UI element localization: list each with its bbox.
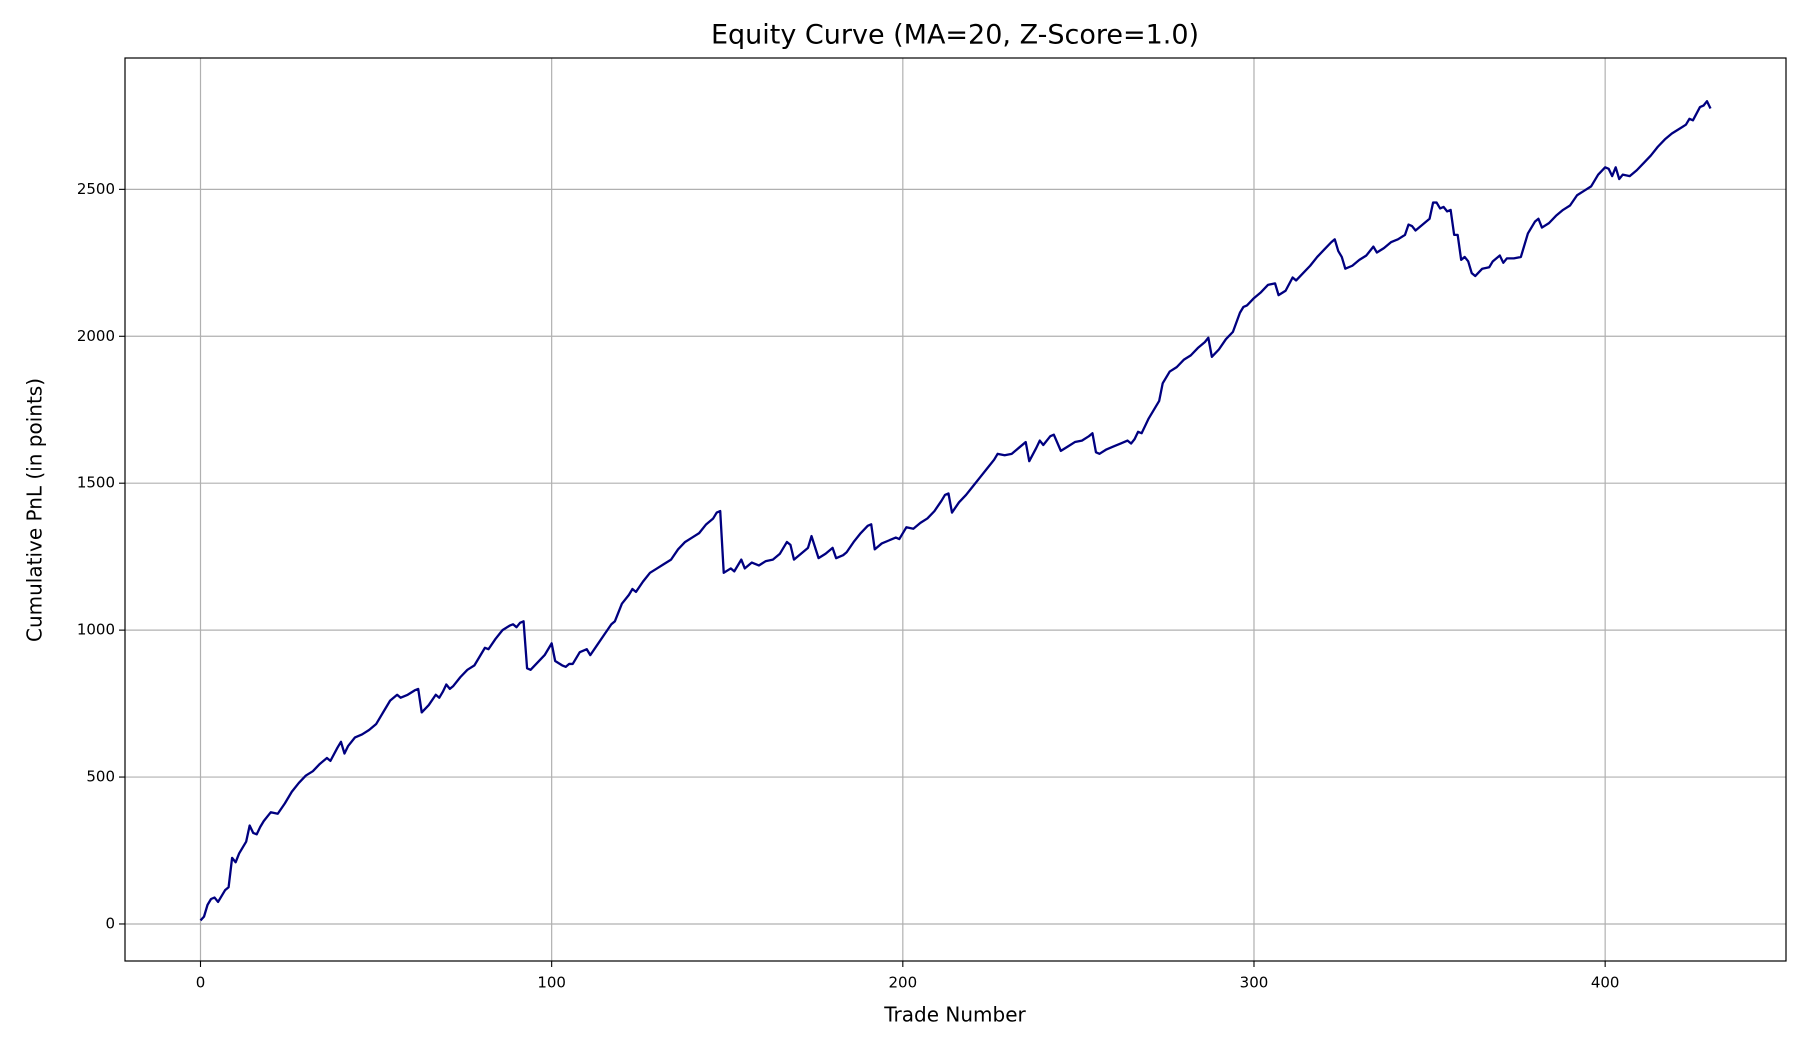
x-tick-label: 300 bbox=[1240, 974, 1269, 992]
y-tick-label: 2500 bbox=[77, 180, 115, 198]
x-axis-label: Trade Number bbox=[883, 1003, 1026, 1027]
plot-frame bbox=[124, 57, 1787, 962]
y-tick-label: 1500 bbox=[77, 474, 115, 492]
y-axis-label: Cumulative PnL (in points) bbox=[23, 378, 47, 642]
x-tick-label: 0 bbox=[196, 974, 206, 992]
y-tick-label: 2000 bbox=[77, 327, 115, 345]
x-tick-label: 200 bbox=[889, 974, 918, 992]
y-tick-label: 500 bbox=[86, 768, 115, 786]
x-tick-label: 400 bbox=[1591, 974, 1620, 992]
y-tick-label: 1000 bbox=[77, 621, 115, 639]
x-tick-label: 100 bbox=[537, 974, 566, 992]
y-tick-label: 0 bbox=[105, 914, 115, 932]
equity-line bbox=[199, 100, 1712, 922]
chart-title: Equity Curve (MA=20, Z-Score=1.0) bbox=[711, 20, 1199, 51]
